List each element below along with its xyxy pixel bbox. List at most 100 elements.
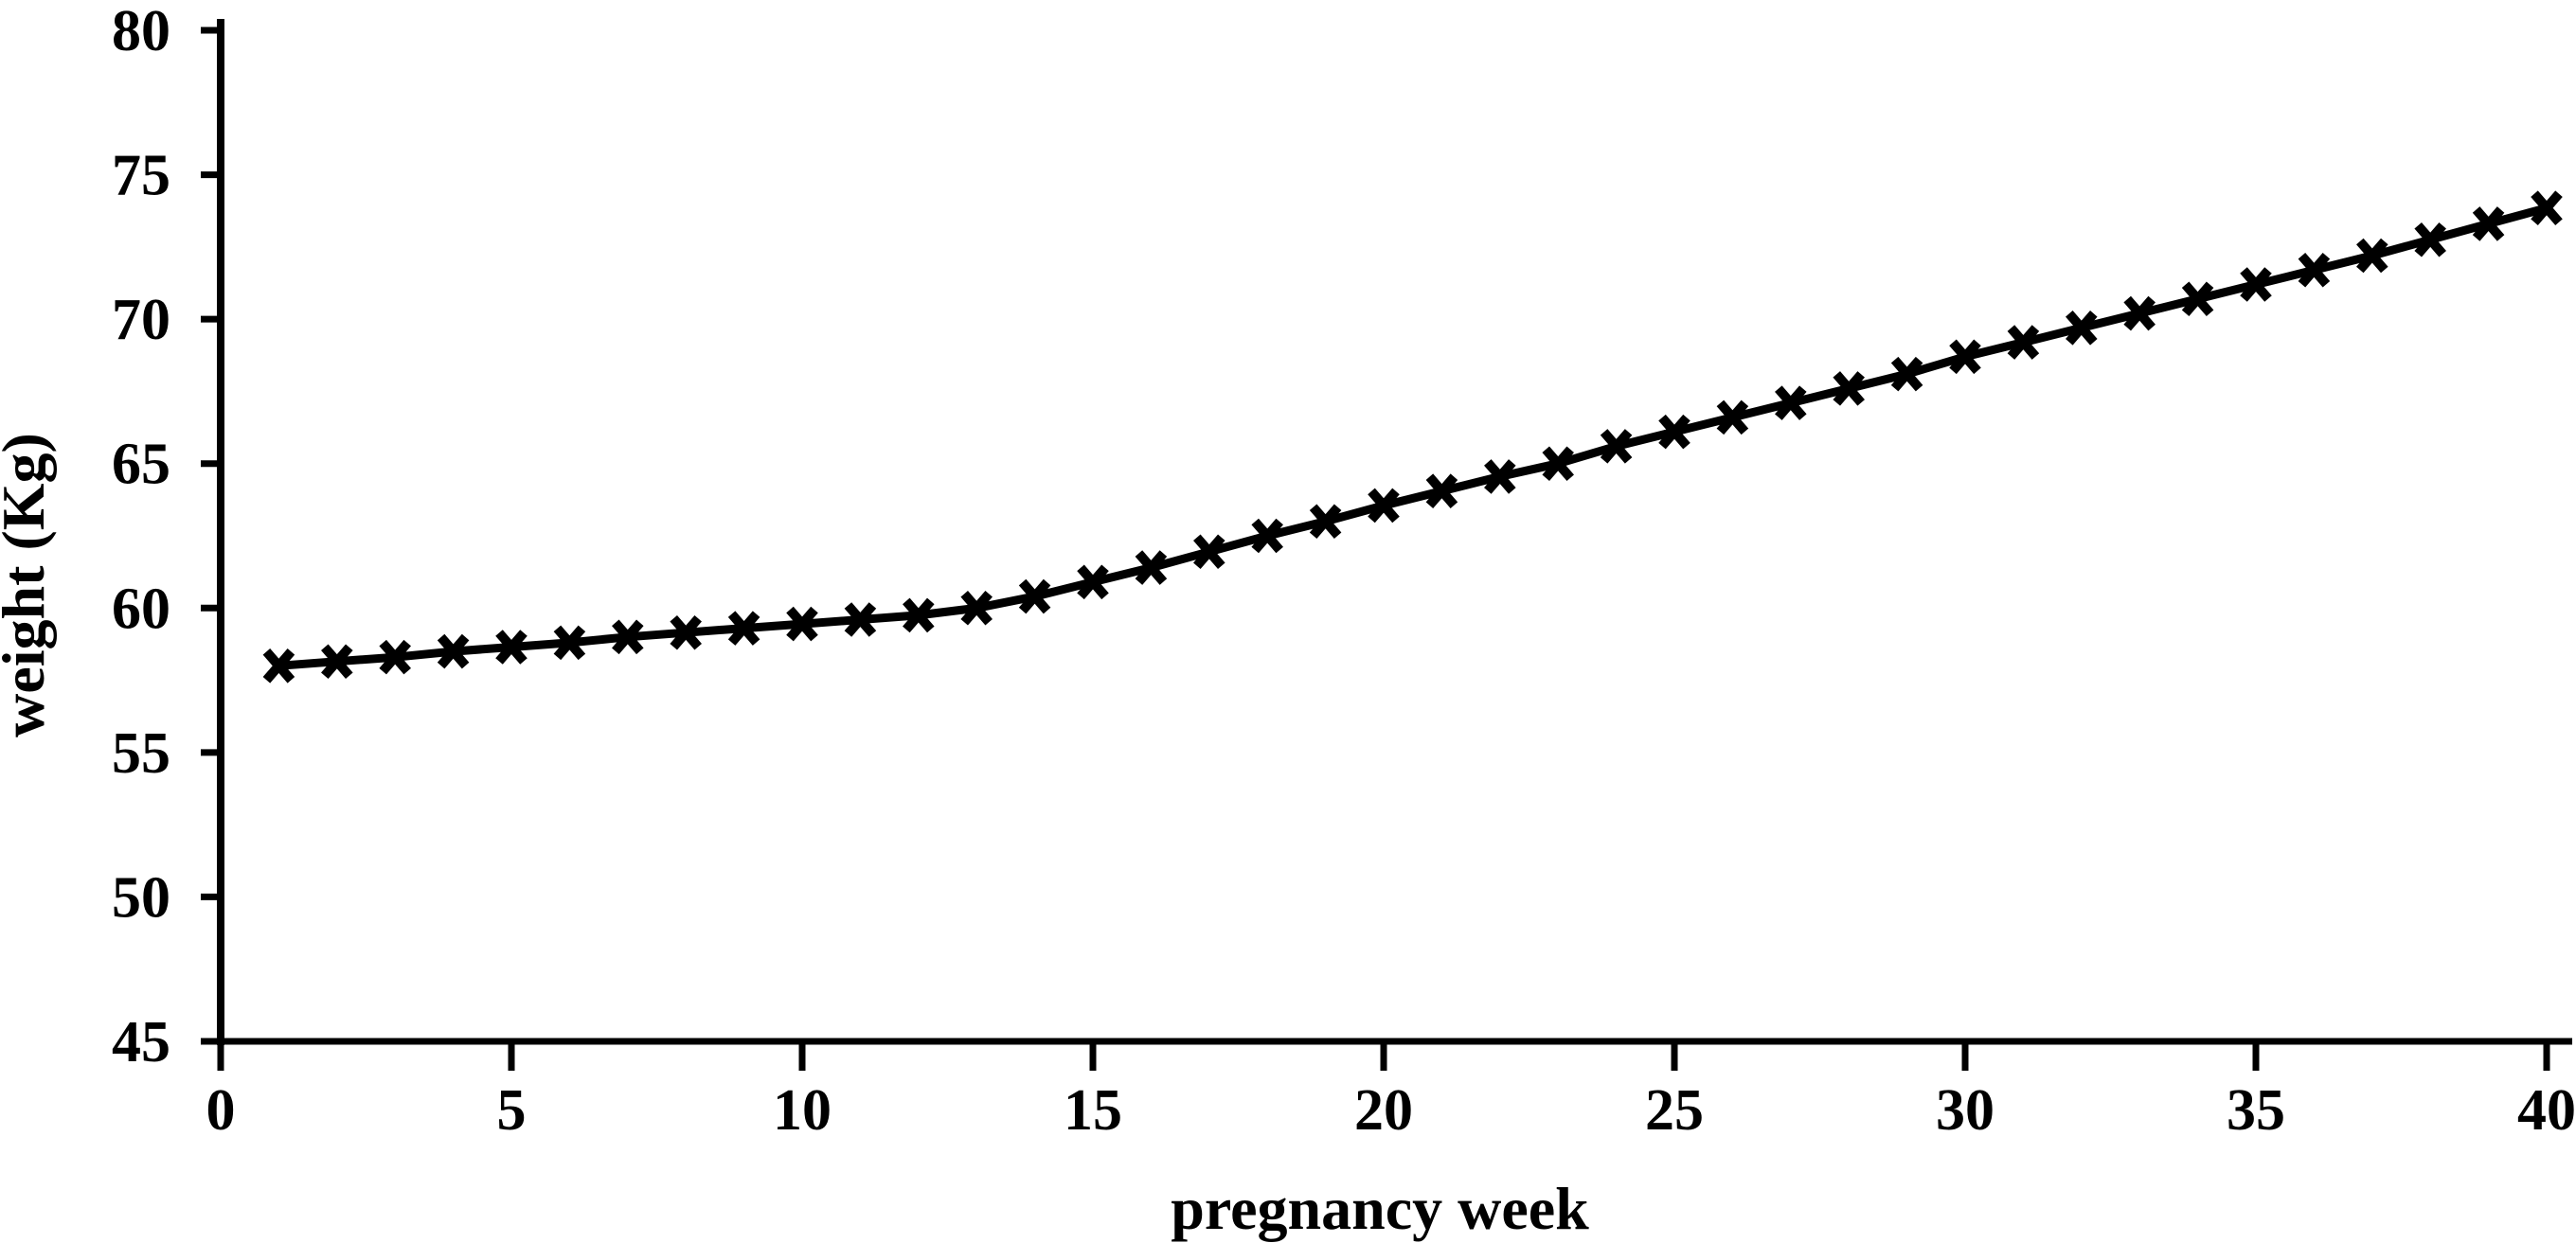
marker-stroke [2356,238,2388,274]
tick-label-layer: 45 50 55 60 65 70 75 80 0 5 10 15 20 25 30 35 40 [112,0,2576,1143]
y-tick-label: 65 [112,433,170,497]
x-tick-label: 40 [2517,1078,2576,1143]
weight-series-layer [262,190,2563,684]
data-point-marker [1833,371,1865,406]
marker-stroke [1368,488,1400,524]
data-point-marker [1135,550,1168,585]
y-tick-label: 45 [112,1010,170,1074]
marker-stroke [670,614,702,650]
marker-stroke [2066,311,2098,346]
marker-stroke [553,625,586,661]
data-point-marker [1484,459,1516,494]
x-tick-label: 30 [1936,1078,1995,1143]
marker-stroke [612,619,644,655]
data-point-marker [844,602,877,637]
data-point-marker [727,611,760,646]
data-point-marker [2240,267,2272,302]
x-tick-label: 5 [497,1078,527,1143]
marker-stroke [495,630,528,665]
marker-stroke [727,611,760,646]
data-point-marker [1949,339,1981,375]
marker-stroke [1542,446,1574,481]
marker-stroke [321,644,353,680]
marker-stroke [1658,414,1690,450]
data-point-marker [1193,534,1225,570]
marker-stroke [1425,473,1458,508]
data-point-marker [1775,385,1807,420]
x-tick-label: 10 [773,1078,832,1143]
marker-stroke [1949,339,1981,375]
marker-stroke [2007,325,2040,360]
marker-stroke [2298,252,2331,288]
data-point-marker [2298,252,2331,288]
marker-stroke [1251,518,1283,554]
x-axis-title: pregnancy week [1171,1175,1589,1242]
y-tick-label: 50 [112,865,170,930]
data-point-marker [2007,325,2040,360]
data-point-marker [1251,518,1283,554]
marker-stroke [437,633,470,669]
data-point-marker [2531,190,2563,225]
x-tick-label: 15 [1064,1078,1122,1143]
marker-stroke [1135,550,1168,585]
data-point-marker [262,648,295,684]
marker-stroke [1716,400,1749,435]
data-point-marker [1368,488,1400,524]
marker-stroke [2123,295,2156,331]
y-tick-label: 80 [112,0,170,63]
marker-stroke [1193,534,1225,570]
data-point-marker [437,633,470,669]
marker-stroke [1775,385,1807,420]
data-point-marker [960,591,993,626]
data-point-marker [1542,446,1574,481]
data-point-marker [321,644,353,680]
marker-stroke [844,602,877,637]
data-point-marker [1425,473,1458,508]
marker-stroke [903,597,935,633]
data-point-marker [612,619,644,655]
x-tick-label: 0 [206,1078,236,1143]
axes-layer [217,19,2572,1045]
data-point-marker [2181,281,2214,317]
data-point-marker [1077,564,1109,600]
data-point-marker [1600,429,1633,464]
marker-stroke [1077,564,1109,600]
y-tick-label: 60 [112,577,170,641]
y-tick-label: 75 [112,144,170,208]
marker-stroke [1833,371,1865,406]
data-point-marker [1890,356,1923,392]
marker-stroke [1018,578,1051,614]
data-point-marker [670,614,702,650]
data-point-marker [2356,238,2388,274]
data-point-marker [1716,400,1749,435]
weight-series-line [278,204,2549,670]
data-point-marker [1658,414,1690,450]
y-tick-label: 55 [112,721,170,786]
marker-stroke [786,606,818,642]
data-point-marker [903,597,935,633]
marker-stroke [2531,190,2563,225]
tick-layer [201,27,2550,1071]
data-point-marker [2472,206,2505,241]
data-point-marker [786,606,818,642]
marker-stroke [2472,206,2505,241]
marker-stroke [2181,281,2214,317]
data-point-marker [2414,222,2446,257]
x-tick-label: 35 [2227,1078,2285,1143]
data-point-marker [2123,295,2156,331]
marker-stroke [1484,459,1516,494]
x-tick-label: 20 [1354,1078,1413,1143]
data-point-marker [553,625,586,661]
marker-stroke [262,648,295,684]
marker-stroke [1309,504,1342,540]
data-point-marker [379,639,411,675]
marker-stroke [1890,356,1923,392]
marker-stroke [2240,267,2272,302]
data-point-marker [2066,311,2098,346]
data-point-marker [1018,578,1051,614]
data-point-marker [495,630,528,665]
x-tick-label: 25 [1645,1078,1704,1143]
y-axis-title: weight (Kg) [0,433,57,737]
